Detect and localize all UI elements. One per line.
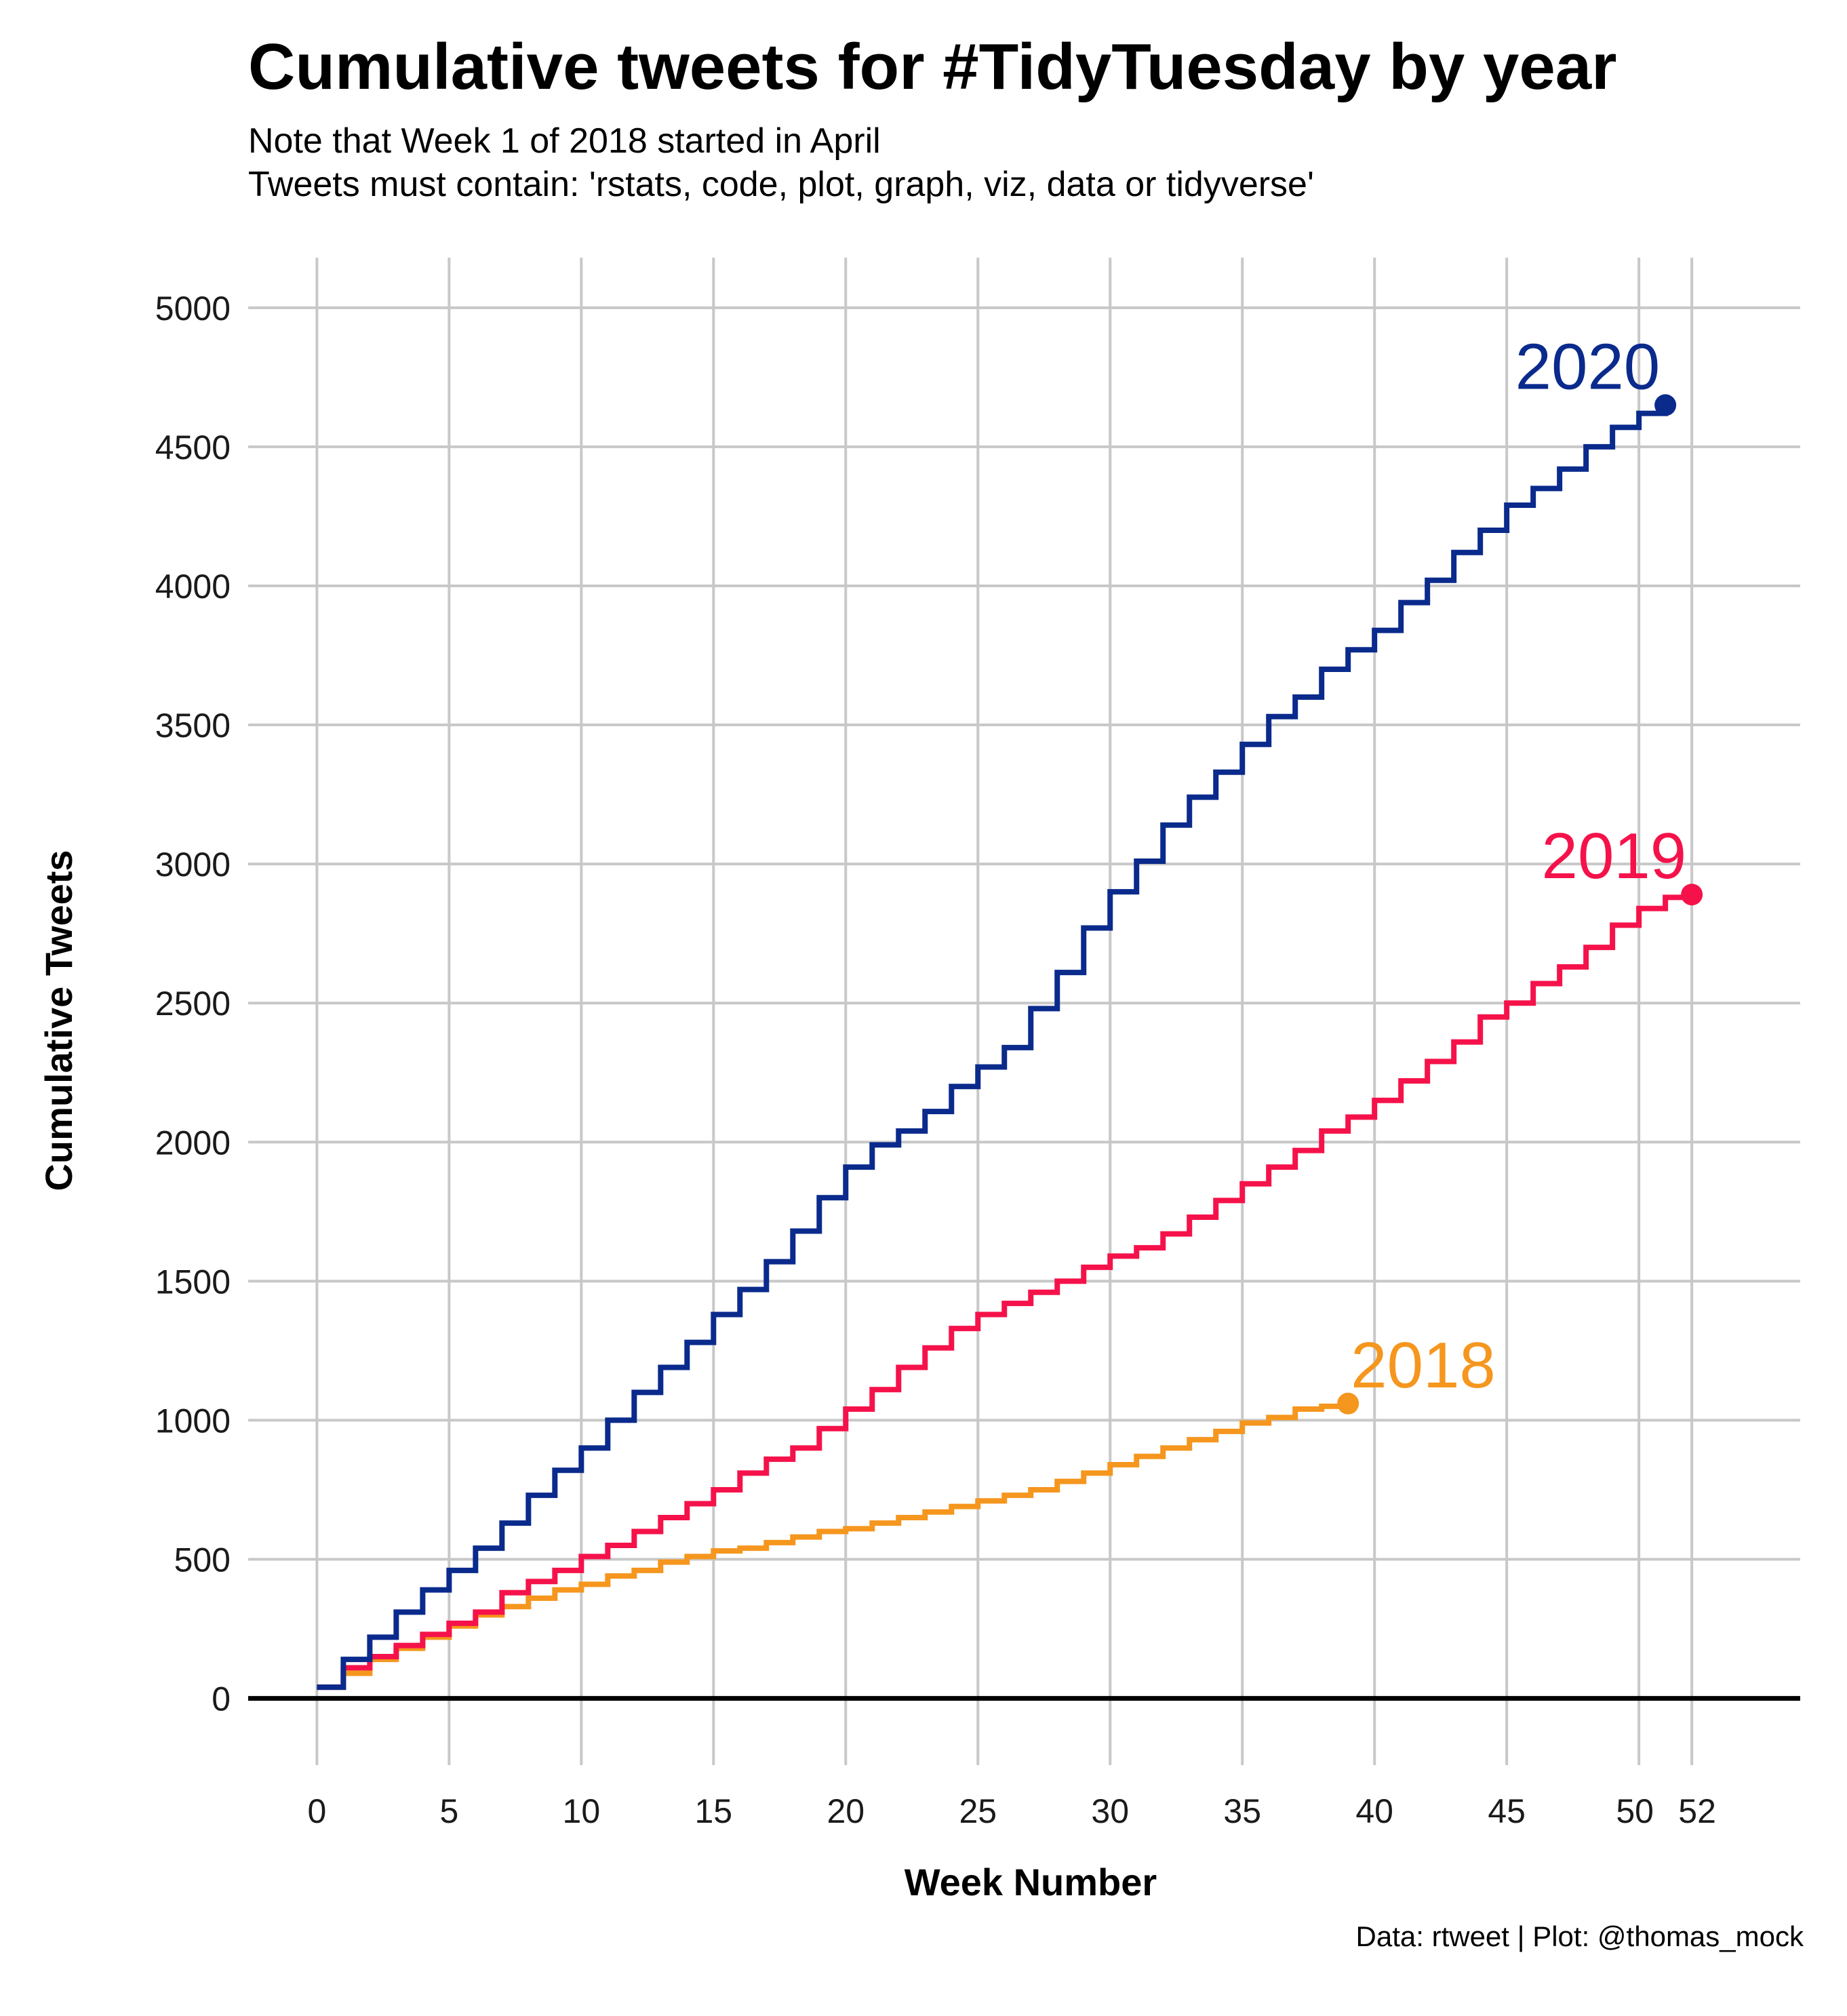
subtitle-line-1: Note that Week 1 of 2018 started in Apri… [248,121,881,161]
series-endpoint-2019 [1681,884,1703,906]
y-tick-3500: 3500 [155,707,231,745]
subtitle-line-2: Tweets must contain: 'rstats, code, plot… [248,165,1314,204]
y-tick-2000: 2000 [155,1124,231,1162]
x-tick-30: 30 [1091,1792,1129,1830]
x-tick-52: 52 [1678,1792,1716,1830]
x-tick-20: 20 [827,1792,865,1830]
series-line-2018 [317,1403,1351,1691]
series-line-2019 [317,894,1695,1691]
gridlines [248,258,1800,1765]
x-tick-35: 35 [1223,1792,1261,1830]
y-axis-ticks: 0 500 1000 1500 2000 2500 3000 3500 4000 4500 5000 [155,290,231,1718]
y-tick-3000: 3000 [155,846,231,884]
series-line-2020 [317,405,1669,1691]
x-axis-title: Week Number [905,1861,1157,1903]
chart-subtitle: Note that Week 1 of 2018 started in Apri… [248,119,1314,206]
x-axis-ticks: 0 5 10 15 20 25 30 35 40 45 50 52 [307,1792,1715,1830]
y-tick-500: 500 [174,1541,231,1579]
chart-caption: Data: rtweet | Plot: @thomas_mock [1355,1920,1804,1952]
y-tick-0: 0 [212,1680,231,1718]
series-label-2020: 2020 [1515,330,1661,403]
series-2018: 2018 [317,1329,1496,1691]
y-tick-4000: 4000 [155,568,231,606]
y-tick-1500: 1500 [155,1263,231,1301]
x-tick-45: 45 [1488,1792,1526,1830]
series-2019: 2019 [317,820,1703,1691]
x-tick-25: 25 [959,1792,997,1830]
series-label-2018: 2018 [1351,1329,1496,1402]
x-tick-15: 15 [694,1792,732,1830]
x-tick-10: 10 [563,1792,601,1830]
x-tick-40: 40 [1355,1792,1393,1830]
series-label-2019: 2019 [1542,820,1687,892]
chart-title: Cumulative tweets for #TidyTuesday by ye… [248,31,1617,103]
series-2020: 2020 [317,330,1677,1691]
x-tick-50: 50 [1616,1792,1654,1830]
y-tick-2500: 2500 [155,985,231,1023]
series-endpoint-2020 [1654,394,1677,416]
y-tick-5000: 5000 [155,290,231,328]
x-tick-0: 0 [307,1792,326,1830]
series-lines: 2018 2019 2020 [317,330,1703,1691]
x-tick-5: 5 [439,1792,458,1830]
series-endpoint-2018 [1337,1392,1359,1415]
y-tick-1000: 1000 [155,1402,231,1440]
y-axis-title: Cumulative Tweets [37,850,80,1191]
y-tick-4500: 4500 [155,429,231,467]
